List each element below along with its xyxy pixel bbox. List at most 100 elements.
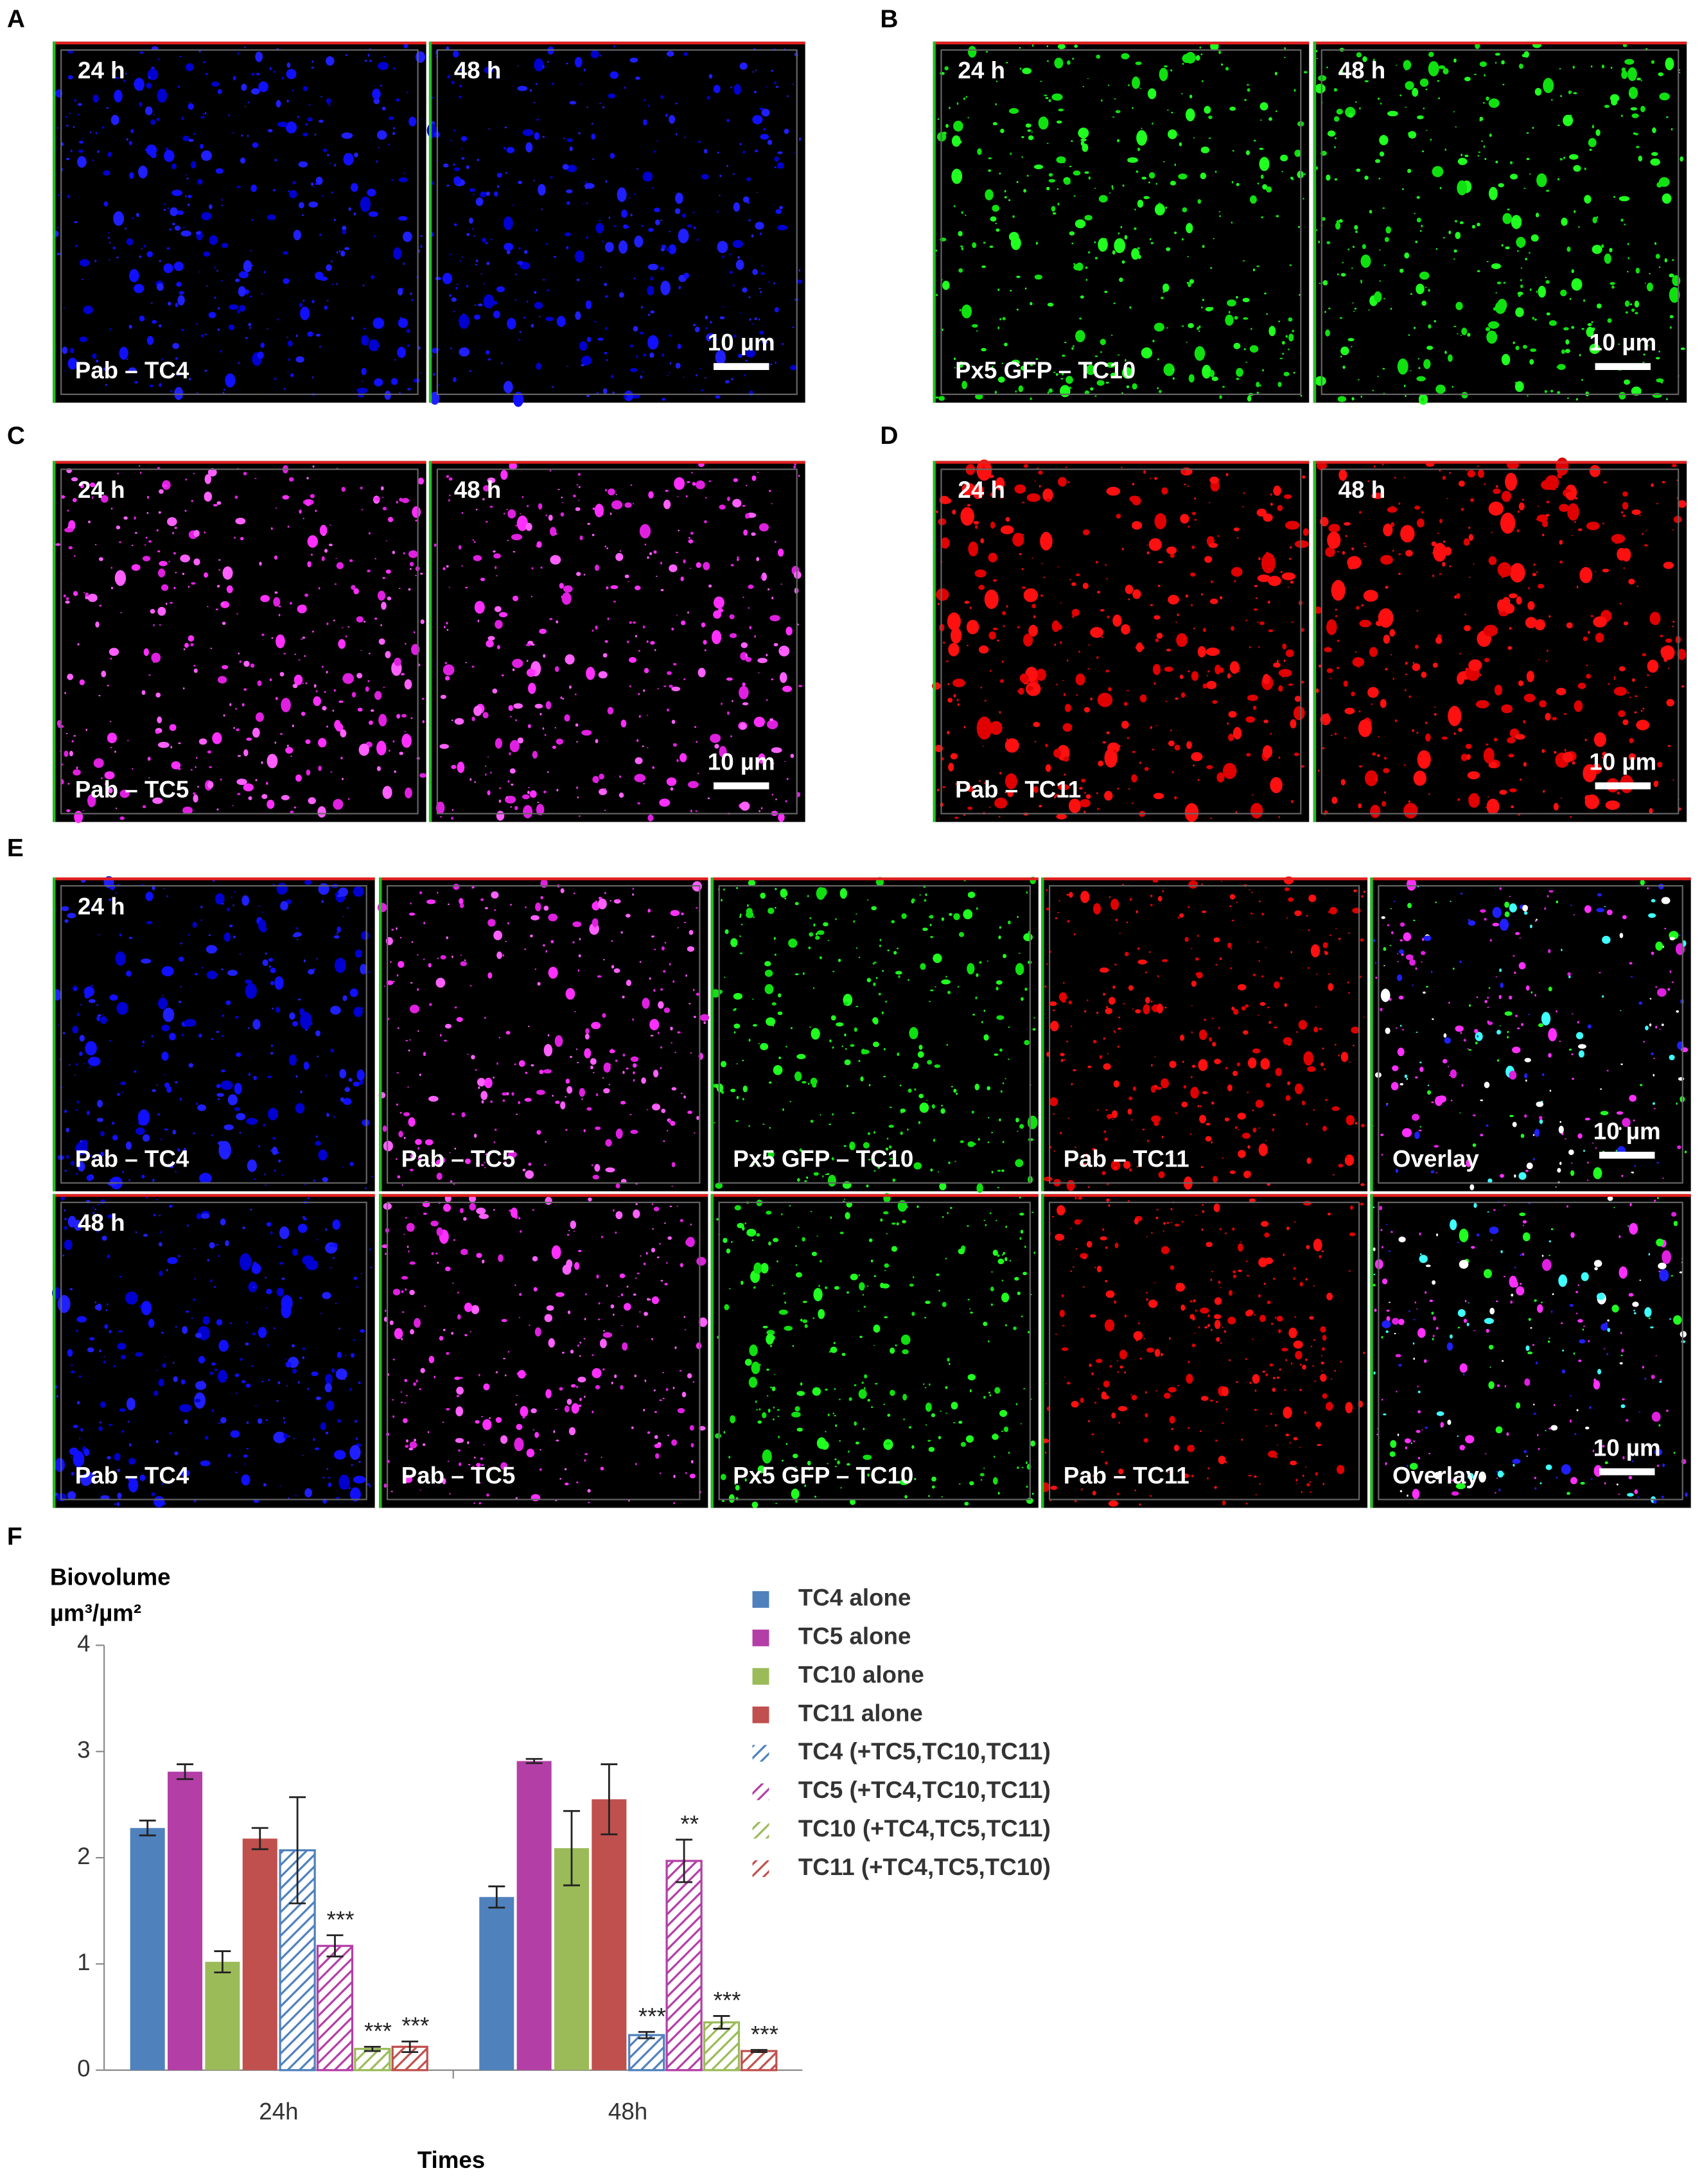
specimen-dot xyxy=(1048,99,1051,102)
specimen-dot xyxy=(509,752,511,755)
specimen-dot xyxy=(153,624,155,627)
specimen-dot xyxy=(328,103,331,107)
specimen-dot xyxy=(1219,595,1223,600)
specimen-dot xyxy=(412,506,421,518)
specimen-dot xyxy=(1268,326,1276,337)
specimen-dot xyxy=(1448,1001,1450,1004)
specimen-dot xyxy=(128,324,132,329)
specimen-dot xyxy=(522,1168,526,1172)
specimen-dot xyxy=(126,238,134,246)
specimen-dot xyxy=(367,53,370,57)
specimen-dot xyxy=(195,231,201,235)
specimen-dot xyxy=(410,982,413,984)
specimen-dot xyxy=(87,594,98,603)
specimen-dot xyxy=(1276,660,1279,664)
specimen-dot xyxy=(1050,1021,1059,1032)
specimen-dot xyxy=(751,323,754,325)
specimen-dot xyxy=(953,205,956,207)
specimen-dot xyxy=(347,798,350,800)
specimen-dot xyxy=(1088,644,1091,646)
specimen-dot xyxy=(1509,563,1525,583)
specimen-dot xyxy=(1384,791,1386,794)
specimen-dot xyxy=(225,373,236,388)
specimen-dot xyxy=(670,787,674,791)
specimen-dot xyxy=(152,797,163,804)
specimen-dot xyxy=(490,238,493,241)
specimen-dot xyxy=(290,373,294,377)
specimen-dot xyxy=(706,333,712,342)
specimen-dot xyxy=(1002,1082,1005,1084)
specimen-dot xyxy=(542,279,545,281)
specimen-dot xyxy=(992,579,997,582)
specimen-dot xyxy=(258,919,267,931)
specimen-dot xyxy=(979,961,982,964)
specimen-dot xyxy=(690,809,692,813)
specimen-dot xyxy=(674,1052,676,1053)
specimen-dot xyxy=(378,62,389,70)
specimen-dot xyxy=(598,671,608,679)
specimen-dot xyxy=(320,96,322,98)
specimen-dot xyxy=(777,548,784,557)
specimen-dot xyxy=(368,339,380,351)
specimen-dot xyxy=(949,913,952,916)
specimen-dot xyxy=(683,137,686,138)
specimen-dot xyxy=(650,276,653,281)
specimen-dot xyxy=(107,685,109,687)
specimen-dot xyxy=(1596,908,1605,913)
specimen-dot xyxy=(649,552,653,556)
specimen-dot xyxy=(701,173,709,180)
specimen-dot xyxy=(742,702,749,706)
specimen-dot xyxy=(633,1079,635,1082)
specimen-dot xyxy=(670,1120,676,1126)
specimen-dot xyxy=(628,197,631,199)
specimen-dot xyxy=(79,1051,83,1057)
specimen-dot xyxy=(1559,1121,1562,1123)
specimen-dot xyxy=(236,1052,241,1057)
specimen-dot xyxy=(1073,170,1081,176)
specimen-dot xyxy=(277,121,288,127)
specimen-dot xyxy=(1194,497,1197,500)
specimen-dot xyxy=(925,893,927,896)
specimen-dot xyxy=(1206,680,1217,689)
specimen-dot xyxy=(1518,962,1526,970)
specimen-dot xyxy=(752,1163,755,1166)
specimen-dot xyxy=(766,699,768,701)
specimen-dot xyxy=(1586,664,1588,667)
specimen-dot xyxy=(1587,1024,1592,1029)
specimen-dot xyxy=(1573,914,1575,916)
specimen-dot xyxy=(1180,92,1183,94)
specimen-dot xyxy=(1167,109,1169,111)
specimen-dot xyxy=(559,583,565,589)
specimen-dot xyxy=(1507,1030,1509,1034)
specimen-dot xyxy=(784,761,786,762)
specimen-dot xyxy=(1123,701,1128,707)
specimen-dot xyxy=(1616,1111,1624,1115)
specimen-dot xyxy=(64,527,74,533)
specimen-dot xyxy=(1293,372,1295,374)
specimen-dot xyxy=(1379,135,1389,146)
specimen-dot xyxy=(1054,796,1057,798)
specimen-dot xyxy=(541,64,545,69)
specimen-dot xyxy=(722,306,724,308)
specimen-dot xyxy=(1374,962,1377,964)
specimen-dot xyxy=(512,85,514,87)
specimen-dot xyxy=(315,182,318,186)
specimen-dot xyxy=(1183,1085,1186,1089)
specimen-dot xyxy=(1132,1008,1134,1010)
specimen-dot xyxy=(115,951,126,966)
specimen-dot xyxy=(929,989,934,992)
specimen-dot xyxy=(1645,1025,1649,1031)
specimen-dot xyxy=(1122,883,1124,885)
specimen-dot xyxy=(707,797,710,800)
specimen-dot xyxy=(136,213,139,217)
specimen-dot xyxy=(643,119,647,126)
specimen-dot xyxy=(188,933,190,937)
specimen-dot xyxy=(1487,1178,1493,1183)
specimen-dot xyxy=(71,477,78,482)
specimen-dot xyxy=(1231,181,1234,184)
specimen-dot xyxy=(1513,955,1515,957)
specimen-dot xyxy=(1619,196,1630,202)
specimen-dot xyxy=(161,584,169,591)
specimen-dot xyxy=(733,1031,736,1034)
specimen-dot xyxy=(539,315,541,317)
